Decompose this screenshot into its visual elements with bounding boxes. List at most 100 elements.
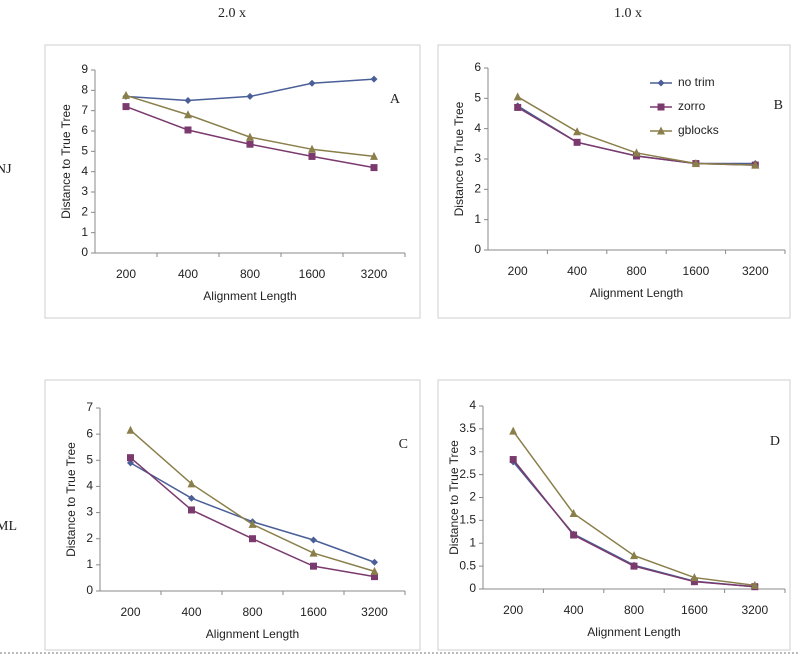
y-tick-label: 3 (474, 151, 481, 165)
marker (188, 494, 195, 502)
marker (751, 160, 760, 169)
y-tick-label: 5 (86, 452, 93, 466)
y-tick-label: 6 (81, 123, 88, 137)
x-tick-label: 3200 (741, 603, 768, 617)
marker (246, 140, 254, 148)
marker (184, 97, 192, 104)
column-label: 1.0 x (614, 6, 642, 21)
y-tick-label: 6 (86, 426, 93, 440)
y-tick-label: 1 (469, 535, 476, 549)
y-tick-label: 2 (86, 531, 93, 545)
marker (308, 152, 316, 160)
y-tick-label: 2.5 (459, 467, 476, 481)
x-tick-label: 400 (567, 264, 587, 278)
panel-label: A (390, 92, 401, 107)
y-tick-label: 2 (474, 182, 481, 196)
marker (184, 110, 192, 119)
y-tick-label: 7 (86, 400, 93, 414)
x-tick-label: 200 (116, 267, 136, 281)
x-tick-label: 1600 (681, 603, 708, 617)
x-tick-label: 1600 (683, 264, 710, 278)
marker (513, 92, 522, 101)
marker (184, 126, 192, 134)
y-tick-label: 7 (81, 103, 88, 117)
row-label: ML (0, 519, 17, 534)
x-tick-label: 200 (508, 264, 528, 278)
y-tick-label: 5 (474, 91, 481, 105)
marker (187, 479, 196, 488)
y-tick-label: 3.5 (459, 421, 476, 435)
marker (750, 580, 759, 589)
panel-label: D (770, 434, 780, 449)
marker (122, 90, 130, 99)
y-axis-label: Distance to True Tree (59, 104, 73, 219)
y-tick-label: 3 (81, 184, 88, 198)
x-tick-label: 400 (564, 603, 584, 617)
marker (122, 103, 130, 111)
y-tick-label: 5 (81, 144, 88, 158)
y-tick-label: 1 (81, 225, 88, 239)
marker (310, 562, 317, 570)
y-tick-label: 0 (81, 245, 88, 259)
marker (371, 558, 378, 566)
legend-label: zorro (678, 99, 706, 113)
y-tick-label: 0 (86, 583, 93, 597)
x-tick-label: 3200 (361, 605, 388, 619)
y-tick-label: 1.5 (459, 513, 476, 527)
row-label: NJ (0, 162, 12, 177)
y-tick-label: 3 (469, 444, 476, 458)
marker (370, 75, 378, 83)
y-tick-label: 0.5 (459, 558, 476, 572)
x-tick-label: 1600 (299, 267, 326, 281)
x-tick-label: 400 (178, 267, 198, 281)
y-tick-label: 1 (86, 557, 93, 571)
legend-marker (657, 103, 665, 111)
marker (630, 562, 638, 570)
y-tick-label: 0 (469, 581, 476, 595)
marker (308, 79, 316, 87)
marker (573, 127, 582, 136)
marker (126, 425, 135, 434)
y-tick-label: 3 (86, 505, 93, 519)
legend-marker (657, 126, 665, 135)
marker (370, 164, 378, 172)
marker (246, 92, 254, 100)
marker (509, 426, 518, 435)
marker (127, 454, 134, 462)
y-tick-label: 2 (81, 205, 88, 219)
legend-label: no trim (678, 75, 715, 89)
marker (569, 509, 578, 518)
y-tick-label: 4 (474, 121, 481, 135)
y-tick-label: 1 (474, 212, 481, 226)
y-axis-label: Distance to True Tree (447, 440, 461, 555)
y-tick-label: 4 (469, 398, 476, 412)
x-tick-label: 200 (503, 603, 523, 617)
marker (630, 551, 638, 560)
x-axis-label: Alignment Length (590, 286, 683, 300)
x-tick-label: 3200 (361, 267, 388, 281)
panel-frame (44, 44, 421, 319)
y-tick-label: 0 (474, 242, 481, 256)
marker (248, 519, 257, 528)
marker (370, 151, 378, 160)
y-axis-label: Distance to True Tree (452, 101, 466, 216)
x-tick-label: 200 (120, 605, 140, 619)
legend-marker (657, 79, 665, 87)
marker (514, 103, 522, 111)
marker (570, 531, 578, 539)
panel-frame (437, 379, 791, 651)
legend-label: gblocks (678, 123, 719, 137)
marker (309, 548, 318, 557)
marker (573, 138, 581, 146)
x-tick-label: 800 (242, 605, 262, 619)
marker (632, 148, 641, 157)
marker (691, 159, 700, 168)
y-tick-label: 9 (81, 62, 88, 76)
marker (370, 566, 379, 575)
panel-label: B (774, 98, 783, 113)
y-tick-label: 4 (86, 479, 93, 493)
marker (308, 144, 316, 153)
marker (371, 573, 378, 581)
y-tick-label: 6 (474, 60, 481, 74)
